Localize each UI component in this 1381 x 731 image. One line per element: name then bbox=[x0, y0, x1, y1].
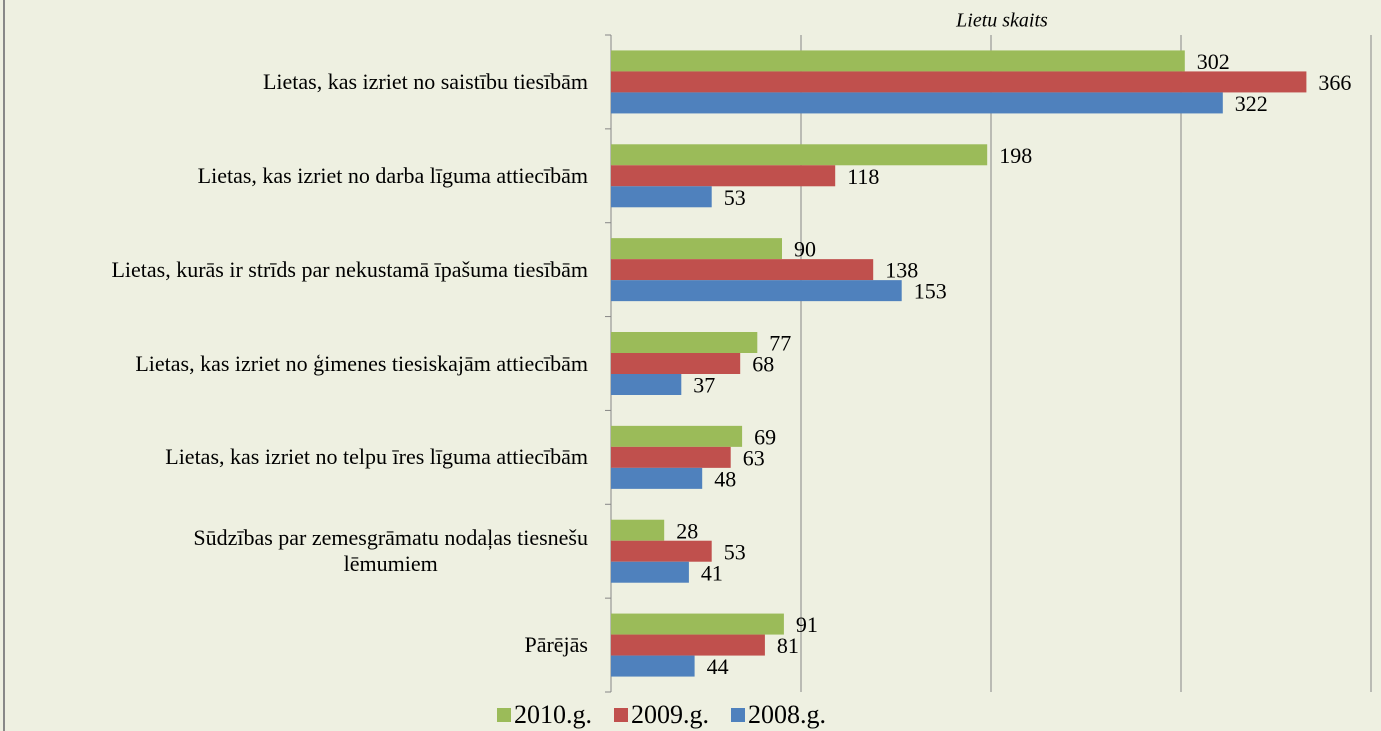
category-label: Lietas, kas izriet no darba līguma attie… bbox=[197, 162, 588, 188]
bar bbox=[611, 634, 765, 656]
bar bbox=[611, 613, 784, 635]
bar bbox=[611, 332, 758, 353]
bar bbox=[611, 71, 1307, 93]
value-label: 53 bbox=[724, 185, 746, 210]
value-label: 63 bbox=[743, 445, 765, 470]
value-label: 322 bbox=[1235, 91, 1268, 116]
value-label: 37 bbox=[693, 373, 715, 398]
bar bbox=[611, 519, 665, 541]
bar bbox=[611, 655, 695, 677]
legend-swatch bbox=[497, 708, 511, 722]
category-label: Lietas, kas izriet no ģimenes tiesiskajā… bbox=[135, 350, 588, 376]
bar bbox=[611, 425, 743, 447]
value-label: 118 bbox=[847, 164, 879, 189]
bar bbox=[611, 259, 874, 281]
value-label: 138 bbox=[885, 258, 918, 283]
bar bbox=[611, 144, 988, 166]
bar bbox=[611, 446, 731, 468]
value-label: 198 bbox=[999, 143, 1032, 168]
category-label: Lietas, kas izriet no telpu īres līguma … bbox=[165, 444, 588, 470]
value-label: 302 bbox=[1197, 49, 1230, 74]
bar bbox=[611, 280, 902, 302]
bar bbox=[611, 561, 689, 583]
axis-label: Lietu skaits bbox=[955, 10, 1048, 32]
value-label: 53 bbox=[724, 539, 746, 564]
legend-swatch bbox=[614, 708, 628, 722]
bar bbox=[611, 540, 712, 562]
value-label: 91 bbox=[796, 612, 818, 637]
bar bbox=[611, 374, 682, 395]
value-label: 41 bbox=[701, 560, 723, 585]
value-label: 68 bbox=[752, 352, 774, 377]
category-label: Pārējās bbox=[524, 632, 588, 658]
value-label: 153 bbox=[914, 279, 947, 304]
legend-label: 2008.g. bbox=[748, 700, 826, 729]
value-label: 48 bbox=[714, 466, 736, 491]
bar bbox=[611, 50, 1185, 72]
value-label: 77 bbox=[769, 331, 791, 356]
legend-label: 2010.g. bbox=[514, 700, 592, 729]
bar bbox=[611, 186, 712, 208]
value-label: 44 bbox=[707, 654, 729, 679]
legend-swatch bbox=[731, 708, 745, 722]
bar bbox=[611, 238, 782, 260]
category-label: Lietas, kurās ir strīds par nekustamā īp… bbox=[111, 256, 588, 282]
legend-label: 2009.g. bbox=[631, 700, 709, 729]
value-label: 81 bbox=[777, 633, 799, 658]
bar bbox=[611, 92, 1223, 114]
value-label: 28 bbox=[676, 518, 698, 543]
category-label: Lietas, kas izriet no saistību tiesībām bbox=[262, 68, 588, 94]
bar bbox=[611, 165, 836, 187]
bar bbox=[611, 467, 703, 489]
category-label: Sūdzības par zemesgrāmatu nodaļas tiesne… bbox=[193, 525, 588, 577]
value-label: 90 bbox=[794, 237, 816, 262]
value-label: 69 bbox=[754, 424, 776, 449]
value-label: 366 bbox=[1318, 70, 1351, 95]
bar bbox=[611, 353, 741, 374]
